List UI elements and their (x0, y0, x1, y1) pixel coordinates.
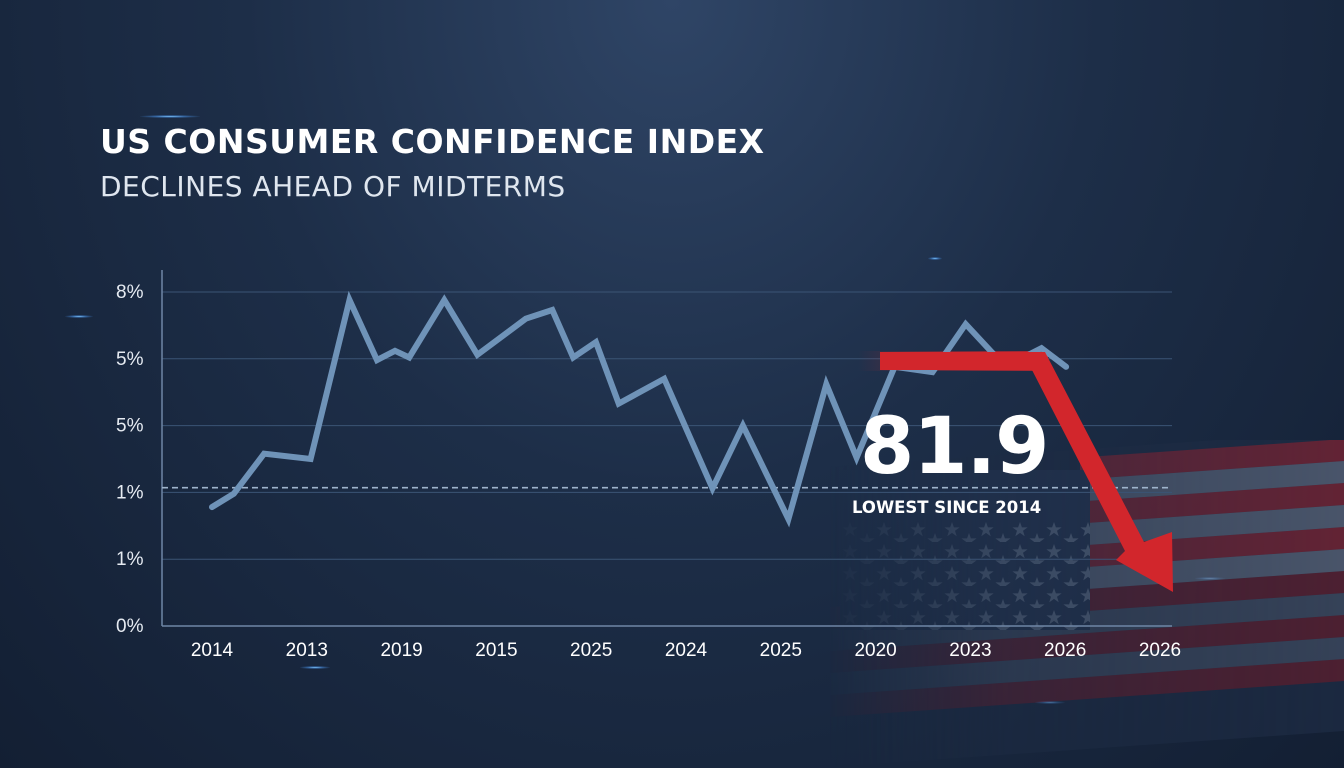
light-flare (300, 666, 330, 669)
x-tick-label: 2019 (380, 640, 422, 661)
y-tick-label: 1% (116, 482, 144, 503)
y-tick-label: 5% (116, 349, 144, 370)
chart-title: US CONSUMER CONFIDENCE INDEX (100, 122, 765, 161)
y-tick-label: 0% (116, 616, 144, 637)
y-tick-label: 8% (116, 282, 144, 303)
data-point (595, 341, 597, 343)
data-point (525, 318, 527, 320)
axes (161, 270, 1172, 627)
data-point (551, 309, 553, 311)
data-point (394, 350, 396, 352)
y-tick-label: 5% (116, 416, 144, 437)
callout-value: 81.9 (860, 402, 1049, 492)
light-flare (928, 257, 942, 260)
x-tick-label: 2024 (665, 640, 708, 661)
data-point (1041, 347, 1042, 349)
data-point (443, 299, 445, 301)
x-axis-ticks: 2014 2013 2019 2015 2025 2024 2025 2020 2023 2026… (191, 640, 1181, 661)
data-point (742, 425, 744, 427)
x-tick-label: 2014 (191, 640, 234, 661)
data-point (376, 359, 378, 361)
light-flare (140, 115, 200, 118)
y-tick-label: 1% (116, 549, 144, 570)
callout-caption: LOWEST SINCE 2014 (852, 498, 1042, 517)
x-tick-label: 2020 (854, 640, 896, 661)
data-point (965, 323, 967, 325)
data-point (233, 493, 235, 495)
data-point (211, 506, 213, 508)
series-line (209, 290, 1070, 528)
data-point (1065, 366, 1067, 368)
x-tick-label: 2025 (570, 640, 612, 661)
data-point (825, 383, 827, 385)
x-tick-label: 2023 (949, 640, 991, 661)
data-point (263, 453, 265, 455)
data-point (310, 458, 312, 460)
data-point (932, 371, 933, 373)
y-axis-ticks: 8% 5% 5% 1% 1% 0% (116, 282, 144, 637)
data-point (856, 457, 858, 459)
data-point (408, 357, 410, 358)
data-point (712, 487, 713, 489)
data-point (618, 403, 620, 405)
data-point (349, 299, 350, 301)
data-point (663, 378, 665, 380)
x-tick-label: 2026 (1044, 640, 1086, 661)
series-group (209, 290, 1070, 528)
data-point (476, 354, 478, 356)
data-point (787, 518, 789, 520)
data-point (572, 357, 574, 358)
x-tick-label: 2015 (475, 640, 517, 661)
down-trend-arrow (880, 352, 1173, 592)
chart-subtitle: DECLINES AHEAD OF MIDTERMS (100, 170, 566, 203)
x-tick-label: 2013 (286, 640, 328, 661)
light-flare (65, 315, 93, 318)
x-tick-label: 2025 (760, 640, 802, 661)
x-tick-label: 2026 (1139, 640, 1181, 661)
